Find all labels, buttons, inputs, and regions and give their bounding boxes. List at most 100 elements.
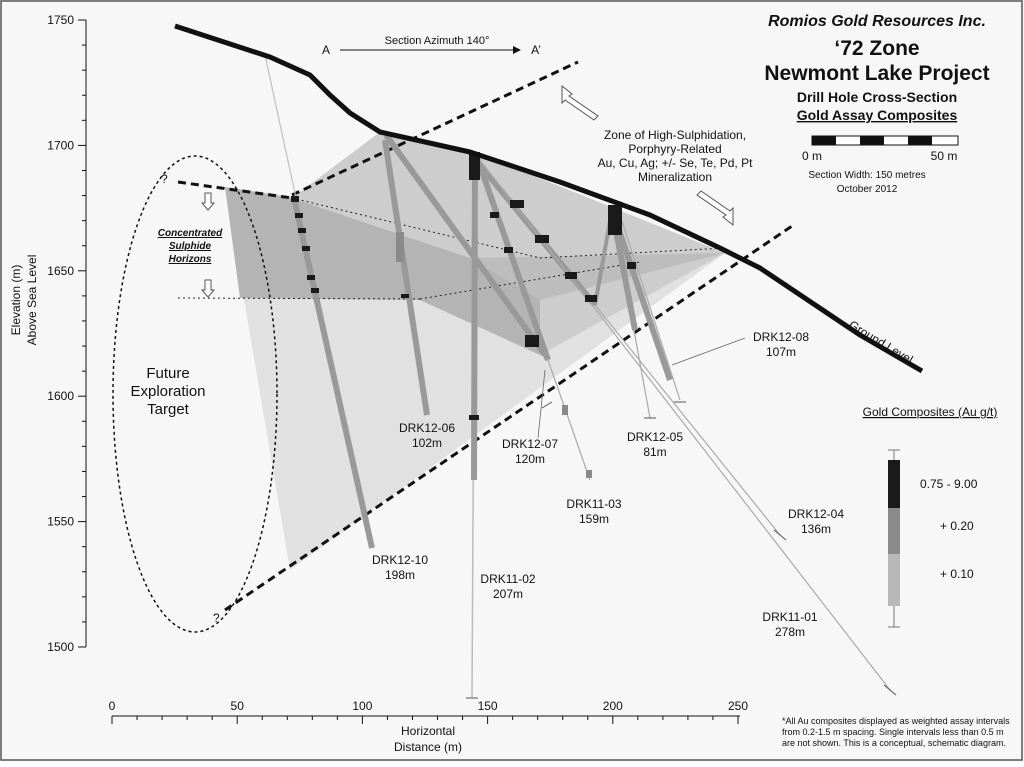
zone-line2: Porphyry-Related — [628, 142, 721, 156]
y-tick-label: 1700 — [47, 138, 74, 152]
sulphide-horizon-upper-east — [539, 247, 726, 259]
question-mark-top: ? — [161, 172, 168, 186]
hole-drk12-06 — [382, 139, 430, 416]
hole-label-depth: 159m — [579, 512, 609, 526]
mid-grade-intervals — [396, 232, 592, 478]
y-axis: 1750 1700 1650 1600 1550 1500 Elevation (m) A… — [9, 13, 87, 654]
hole-drk12-07 — [383, 133, 548, 357]
interval-drk12-10-d — [302, 246, 310, 251]
legend-mid: + 0.20 — [940, 519, 974, 533]
arrow-up — [561, 84, 599, 121]
sulphide-line3: Horizons — [169, 254, 212, 265]
arrow-sulphide-1 — [200, 192, 216, 211]
legend-low: + 0.10 — [940, 567, 974, 581]
zone-line1: Zone of High-Sulphidation, — [604, 128, 746, 142]
legend-title: Gold Composites (Au g/t) — [863, 405, 998, 419]
hole-label-depth: 278m — [775, 625, 805, 639]
interval-drk12-10-f — [311, 288, 319, 293]
hole-label-depth: 102m — [412, 436, 442, 450]
interval-drk12-10-e — [307, 275, 315, 280]
arrow-sulphide-2 — [200, 279, 216, 298]
ground-level-label: Ground Level — [846, 318, 915, 367]
legend-swatch-mid — [888, 508, 900, 554]
interval-drk12-06-mid — [396, 232, 404, 262]
sulphide-line2: Sulphide — [169, 241, 212, 252]
x-tick-label: 100 — [352, 699, 372, 713]
hole-label-name: DRK12-07 — [502, 437, 558, 451]
hole-labels: DRK12-10 198m DRK12-06 102m DRK11-02 207… — [372, 330, 844, 639]
leader-lines — [537, 337, 746, 439]
project-title: Newmont Lake Project — [764, 62, 989, 85]
hole-trace-drk11-01 — [479, 159, 891, 691]
hole-drk12-10 — [291, 197, 375, 549]
hole-label-name: DRK11-01 — [762, 610, 817, 624]
legend-swatch-low — [888, 554, 900, 606]
x-tick-label: 250 — [728, 699, 748, 713]
hole-label-name: DRK12-04 — [788, 507, 844, 521]
section-type: Drill Hole Cross-Section — [797, 89, 957, 105]
x-axis-title-line2: Distance (m) — [394, 740, 462, 754]
hole-label-depth: 198m — [385, 568, 415, 582]
hole-label-name: DRK12-08 — [753, 330, 809, 344]
footnote: *All Au composites displayed as weighted… — [782, 716, 1010, 748]
sulphide-band-east — [470, 253, 725, 300]
x-axis: 0 50 100 150 200 250 Horizontal Distance (m) — [109, 699, 749, 754]
future-line2: Exploration — [130, 383, 205, 400]
hole-label-name: DRK12-06 — [399, 421, 455, 435]
scale-left: 0 m — [802, 149, 822, 163]
title-block: Romios Gold Resources Inc. ‘72 Zone Newm… — [764, 13, 989, 195]
interval-drk11-03-b — [504, 247, 513, 253]
boundary-lower — [224, 224, 793, 612]
x-tick-label: 200 — [603, 699, 623, 713]
question-mark-bottom: ? — [213, 611, 220, 625]
footnote-line1: *All Au composites displayed as weighted… — [782, 716, 1010, 726]
x-axis-title-line1: Horizontal — [401, 724, 455, 738]
composites-title: Gold Assay Composites — [797, 107, 958, 123]
section-date: October 2012 — [837, 184, 898, 195]
scale-right: 50 m — [931, 149, 958, 163]
future-target-ellipse — [112, 155, 278, 633]
interval-drk12-10-c — [298, 228, 306, 233]
y-tick-label: 1600 — [47, 389, 74, 403]
hole-drk11-02 — [471, 154, 478, 481]
y-tick-label: 1650 — [47, 264, 74, 278]
direction-arrows — [200, 84, 734, 298]
high-grade-intervals — [291, 152, 636, 420]
interval-drk12-05 — [608, 205, 622, 235]
hole-label-name: DRK11-03 — [566, 497, 621, 511]
hole-label-depth: 120m — [515, 452, 545, 466]
interval-drk12-04-c — [565, 272, 577, 279]
hole-label-depth: 136m — [801, 522, 831, 536]
x-tick-label: 150 — [478, 699, 498, 713]
hole-trace-drk11-03 — [547, 359, 591, 481]
azimuth-label: Section Azimuth 140° — [385, 35, 490, 47]
y-tick-label: 1500 — [47, 640, 74, 654]
drill-holes — [264, 54, 891, 699]
interval-drk12-04-d — [585, 295, 597, 302]
hole-label-name: DRK11-02 — [480, 572, 535, 586]
interval-drk12-10-b — [295, 213, 303, 218]
zone-line4: Mineralization — [638, 170, 712, 184]
interval-drk12-06 — [401, 294, 409, 298]
zone-annotation: Zone of High-Sulphidation, Porphyry-Rela… — [598, 128, 754, 184]
legend-swatch-high — [888, 460, 900, 508]
interval-drk12-10-a — [291, 196, 299, 202]
scale-bar: 0 m 50 m — [802, 135, 959, 163]
x-tick-label: 0 — [109, 699, 116, 713]
hole-label-name: DRK12-05 — [627, 430, 683, 444]
zone-line3: Au, Cu, Ag; +/- Se, Te, Pd, Pt — [598, 156, 754, 170]
legend-high: 0.75 - 9.00 — [920, 477, 978, 491]
interval-drk11-03-deep — [562, 405, 568, 415]
hole-label-name: DRK12-10 — [372, 553, 428, 567]
future-target-label: Future Exploration Target — [130, 365, 205, 418]
x-tick-label: 50 — [231, 699, 245, 713]
hole-label-depth: 107m — [766, 345, 796, 359]
sulphide-label: Concentrated Sulphide Horizons — [158, 228, 223, 265]
zone-title: ‘72 Zone — [834, 37, 919, 60]
interval-drk12-08 — [627, 262, 636, 269]
hole-drk12-08 — [609, 209, 673, 381]
sulphide-horizon-lower — [177, 297, 421, 300]
interval-drk12-04-b — [535, 235, 549, 243]
